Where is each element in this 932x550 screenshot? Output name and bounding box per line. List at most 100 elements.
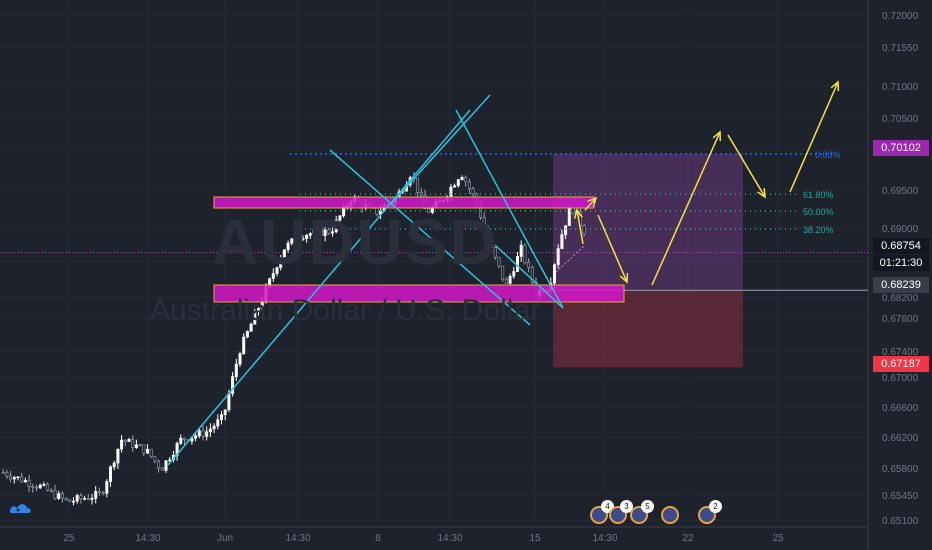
trend-line[interactable]: [494, 244, 564, 309]
price-tick-label: 0.71000: [882, 82, 919, 93]
projection-arrows[interactable]: [573, 80, 840, 286]
projection-arrow[interactable]: [651, 130, 722, 286]
candle: [79, 492, 83, 504]
time-tick-label: 25: [772, 533, 784, 544]
candle: [64, 497, 68, 502]
event-count-badge: 3: [620, 500, 633, 513]
projection-arrow[interactable]: [573, 208, 584, 245]
tradingview-logo-icon[interactable]: [8, 500, 34, 516]
price-axis[interactable]: 0.720000.715500.710000.705000.700000.695…: [882, 11, 919, 527]
candle: [101, 490, 105, 496]
candle: [293, 236, 297, 242]
profit-area[interactable]: [553, 153, 743, 291]
candle: [75, 493, 79, 504]
candle: [42, 481, 46, 487]
target-price-tag: 0.70102: [873, 140, 929, 156]
trend-line[interactable]: [389, 94, 491, 206]
candle: [179, 434, 183, 445]
candle: [190, 437, 194, 445]
candle: [86, 494, 90, 501]
candle: [231, 372, 235, 397]
candle: [208, 423, 212, 437]
candle: [515, 251, 519, 272]
price-tick-label: 0.66200: [882, 433, 919, 444]
candle: [160, 467, 164, 471]
candle: [508, 273, 512, 287]
trend-line[interactable]: [329, 149, 531, 326]
projection-arrow[interactable]: [789, 80, 840, 193]
fib-level-label: 38.20%: [803, 225, 834, 235]
candle: [249, 322, 253, 332]
candle: [194, 433, 198, 442]
long-position-tool[interactable]: [0, 153, 868, 368]
candle: [1, 469, 5, 474]
price-tick-label: 0.65450: [882, 491, 919, 502]
candle: [493, 247, 497, 260]
support-zone[interactable]: [213, 284, 625, 303]
candle: [27, 474, 31, 493]
time-tick-label: 14:30: [285, 533, 310, 544]
price-tick-label: 0.67400: [882, 347, 919, 358]
support-resistance-zones[interactable]: [213, 196, 625, 303]
trend-lines[interactable]: [167, 94, 564, 466]
projection-arrow[interactable]: [727, 134, 766, 199]
candle: [5, 469, 9, 480]
price-tick-label: 0.72000: [882, 11, 919, 22]
candle: [256, 307, 260, 316]
candle: [201, 425, 205, 441]
projection-arrow[interactable]: [584, 196, 598, 211]
candle: [146, 444, 150, 454]
trend-line[interactable]: [455, 109, 564, 309]
countdown-tag: 01:21:30: [873, 255, 929, 271]
candle: [308, 232, 312, 239]
candle: [556, 244, 560, 269]
candle: [205, 426, 209, 441]
candle: [416, 177, 420, 198]
candle: [242, 333, 246, 355]
fib-level-label: 61.80%: [803, 190, 834, 200]
time-tick-label: 14:30: [592, 533, 617, 544]
candle: [497, 256, 501, 269]
candle: [501, 265, 505, 282]
time-tick-label: Jun: [217, 533, 233, 544]
candle: [253, 308, 257, 325]
candle: [330, 226, 334, 237]
candle: [527, 258, 531, 273]
candle: [279, 254, 283, 271]
projection-arrow[interactable]: [597, 214, 629, 284]
candle: [72, 497, 76, 506]
candle: [523, 243, 527, 265]
candle: [220, 410, 224, 425]
candle: [38, 483, 42, 489]
candle: [504, 277, 508, 284]
loss-area[interactable]: [553, 290, 743, 368]
trend-line[interactable]: [167, 109, 471, 466]
candle: [564, 225, 568, 239]
us-flag-icon[interactable]: [661, 506, 679, 524]
candle: [112, 460, 116, 471]
resistance-zone[interactable]: [213, 196, 595, 209]
candle: [90, 493, 94, 505]
candle: [97, 487, 101, 496]
candle: [31, 483, 35, 493]
time-tick-label: 8: [375, 533, 381, 544]
candle: [282, 249, 286, 258]
candle: [223, 409, 227, 421]
price-tick-label: 0.65800: [882, 464, 919, 475]
candle: [68, 499, 72, 502]
price-tick-label: 0.67000: [882, 373, 919, 384]
candle: [127, 437, 131, 442]
candle: [83, 495, 87, 501]
fibonacci-retracement[interactable]: 61.80% 50.00% 38.20% 0.00%: [290, 150, 841, 235]
candle: [216, 414, 220, 430]
candlestick-series: [1, 172, 586, 506]
candle: [20, 472, 24, 483]
time-axis[interactable]: 25 14:30 Jun 14:30 8 14:30 15 14:30 22 25: [63, 533, 784, 544]
candle: [319, 227, 323, 237]
candle: [530, 265, 534, 288]
candle: [9, 470, 13, 483]
candle: [53, 484, 57, 500]
candle: [94, 486, 98, 504]
position-diagonal: [552, 244, 586, 276]
